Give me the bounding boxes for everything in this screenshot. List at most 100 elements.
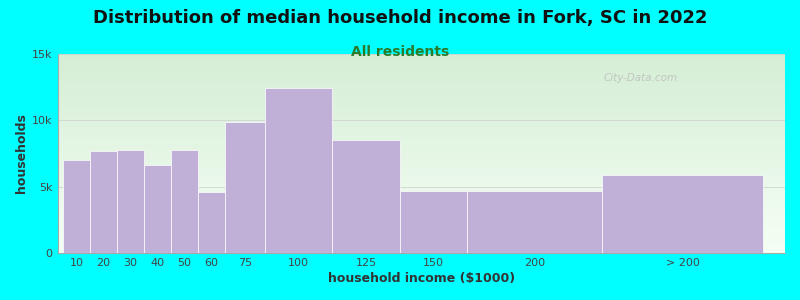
Bar	[58, 235, 785, 236]
Bar	[58, 214, 785, 215]
Bar	[58, 112, 785, 113]
Bar	[58, 160, 785, 161]
Bar	[58, 123, 785, 124]
Bar	[58, 165, 785, 166]
Bar	[58, 201, 785, 202]
Bar	[602, 175, 763, 253]
Bar	[400, 190, 467, 253]
Bar	[170, 149, 198, 253]
Bar	[58, 68, 785, 69]
Bar	[58, 81, 785, 82]
Bar	[58, 127, 785, 128]
Bar	[58, 99, 785, 100]
Bar	[58, 220, 785, 221]
Bar	[58, 199, 785, 200]
Bar	[58, 239, 785, 240]
Bar	[58, 178, 785, 179]
Bar	[58, 208, 785, 209]
Bar	[58, 56, 785, 57]
Bar	[58, 71, 785, 72]
Bar	[58, 149, 785, 151]
Bar	[58, 188, 785, 189]
Bar	[58, 117, 785, 118]
Bar	[58, 138, 785, 139]
Bar	[58, 176, 785, 177]
Bar	[58, 204, 785, 205]
Bar	[58, 155, 785, 157]
Bar	[467, 190, 602, 253]
Text: All residents: All residents	[351, 45, 449, 59]
Bar	[58, 89, 785, 90]
Bar	[58, 106, 785, 107]
Bar	[58, 80, 785, 81]
Bar	[58, 223, 785, 224]
Bar	[58, 115, 785, 116]
Bar	[58, 185, 785, 186]
Bar	[58, 213, 785, 214]
Bar	[58, 82, 785, 83]
Bar	[58, 177, 785, 178]
Bar	[58, 90, 785, 91]
Bar	[58, 152, 785, 154]
Bar	[58, 100, 785, 101]
Bar	[58, 97, 785, 98]
Bar	[58, 205, 785, 206]
Bar	[58, 247, 785, 248]
Bar	[58, 221, 785, 222]
Bar	[58, 148, 785, 149]
Bar	[58, 212, 785, 213]
Bar	[58, 158, 785, 160]
Bar	[58, 207, 785, 208]
Bar	[58, 210, 785, 211]
Bar	[58, 107, 785, 108]
Bar	[58, 130, 785, 132]
Bar	[332, 140, 400, 253]
Bar	[58, 230, 785, 231]
Bar	[58, 93, 785, 94]
Bar	[58, 88, 785, 89]
Bar	[58, 180, 785, 181]
Bar	[58, 161, 785, 162]
Bar	[58, 192, 785, 193]
Bar	[58, 78, 785, 79]
Bar	[58, 105, 785, 106]
Bar	[58, 129, 785, 130]
Bar	[58, 248, 785, 249]
Bar	[58, 249, 785, 250]
Bar	[58, 202, 785, 203]
Bar	[58, 151, 785, 152]
Bar	[58, 134, 785, 135]
Bar	[58, 96, 785, 97]
Bar	[58, 77, 785, 78]
Bar	[58, 73, 785, 74]
Bar	[58, 75, 785, 76]
Bar	[58, 170, 785, 171]
Bar	[58, 66, 785, 67]
Bar	[58, 135, 785, 136]
Bar	[58, 55, 785, 56]
Bar	[58, 59, 785, 60]
Bar	[58, 85, 785, 86]
Bar	[58, 126, 785, 127]
Bar	[58, 244, 785, 245]
Bar	[58, 65, 785, 66]
Bar	[58, 200, 785, 201]
Bar	[58, 57, 785, 58]
Bar	[58, 162, 785, 164]
Bar	[265, 88, 332, 253]
Bar	[58, 140, 785, 141]
Bar	[58, 91, 785, 92]
Bar	[58, 84, 785, 85]
Bar	[198, 192, 225, 253]
Bar	[58, 124, 785, 126]
Bar	[58, 143, 785, 145]
Bar	[58, 193, 785, 194]
Bar	[58, 181, 785, 182]
Bar	[58, 250, 785, 251]
Bar	[58, 110, 785, 111]
Bar	[90, 151, 117, 253]
Bar	[58, 184, 785, 185]
Bar	[58, 92, 785, 93]
Bar	[58, 228, 785, 229]
Bar	[58, 171, 785, 172]
